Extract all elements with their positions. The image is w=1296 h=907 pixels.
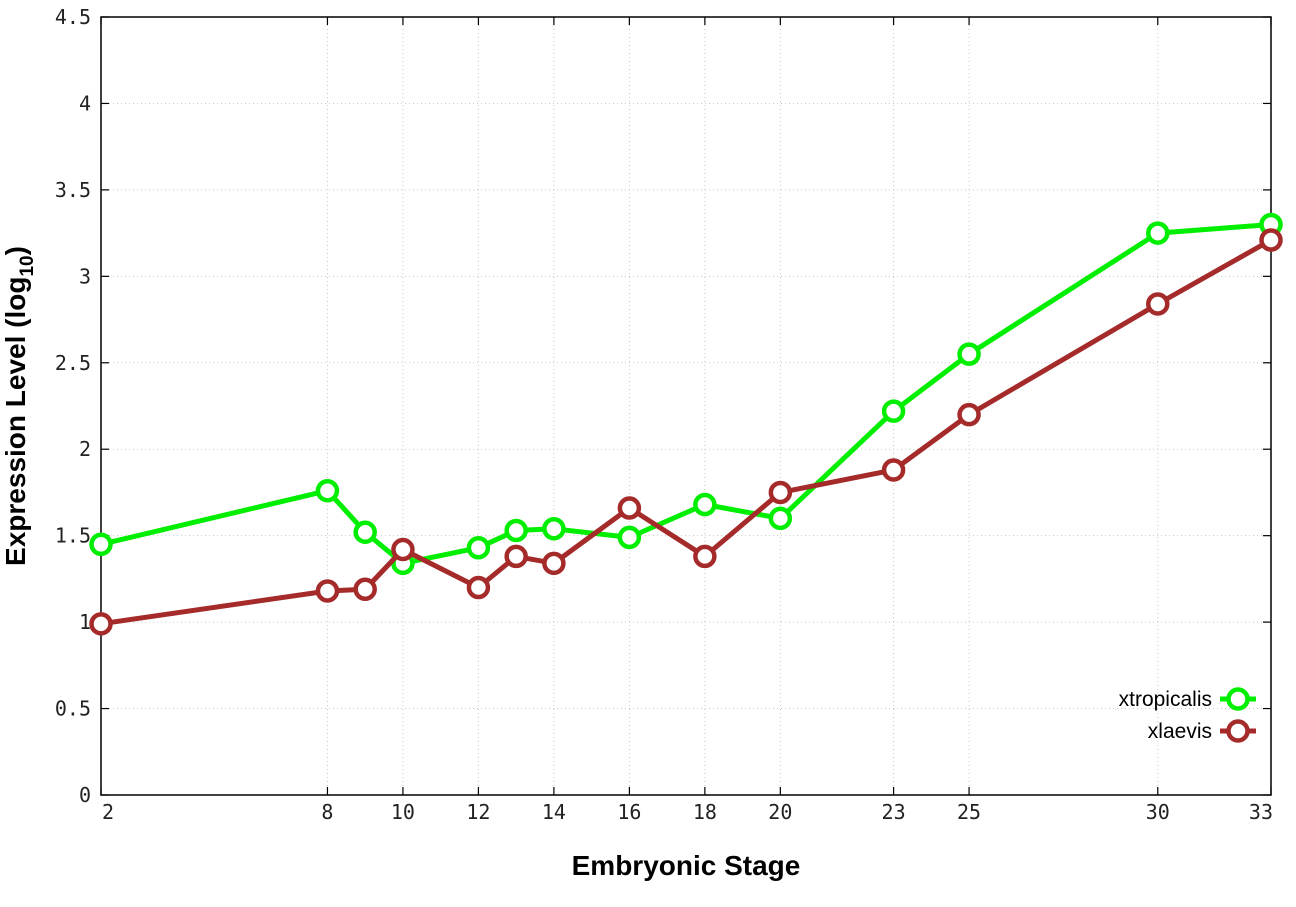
- series-line: [100, 222, 1272, 566]
- series-xlaevis: [89, 228, 1283, 636]
- y-tick-label: 1: [79, 610, 91, 634]
- x-tick-label: 8: [321, 800, 333, 824]
- x-tick-label: 25: [957, 800, 981, 824]
- data-point: [881, 399, 906, 423]
- data-point: [504, 518, 528, 543]
- x-axis-title: Embryonic Stage: [572, 850, 801, 881]
- legend-marker: [1226, 719, 1250, 743]
- legend-marker: [1226, 687, 1250, 711]
- x-tick-label: 12: [466, 800, 490, 824]
- data-point: [1146, 221, 1170, 245]
- data-point: [504, 544, 528, 569]
- legend-item-xtropicalis: xtropicalis: [1119, 687, 1256, 711]
- data-point: [1259, 228, 1283, 252]
- x-tick-label: 33: [1249, 800, 1273, 824]
- data-point: [542, 517, 566, 541]
- data-point: [693, 544, 717, 569]
- data-point: [542, 551, 566, 576]
- data-point: [768, 506, 793, 531]
- data-point: [89, 532, 113, 557]
- legend-label: xlaevis: [1148, 720, 1212, 743]
- series: [89, 212, 1283, 636]
- x-axis-ticks: 2 8 10 12 14 16 18 20 23 25 30 33: [100, 17, 1273, 824]
- y-axis-title-main: Expression Level (log: [0, 277, 31, 566]
- x-tick-label: 14: [542, 800, 566, 824]
- data-point: [89, 612, 113, 636]
- data-point: [353, 520, 377, 544]
- x-tick-label: 16: [617, 800, 641, 824]
- y-tick-label: 4: [79, 91, 91, 115]
- data-point: [957, 342, 981, 366]
- data-point: [768, 480, 793, 505]
- data-point: [693, 492, 717, 517]
- y-axis-title: Expression Level (log10): [0, 246, 38, 566]
- y-tick-label: 0: [79, 783, 91, 807]
- y-tick-label: 3.5: [55, 178, 91, 202]
- axes: [100, 16, 1272, 796]
- x-tick-label: 20: [768, 800, 792, 824]
- y-tick-label: 0.5: [55, 697, 91, 721]
- y-axis-title-subscript: 10: [17, 255, 38, 276]
- data-point: [315, 478, 340, 503]
- plot-frame: [100, 16, 1272, 796]
- legend-item-xlaevis: xlaevis: [1148, 719, 1256, 743]
- data-point: [466, 575, 491, 600]
- y-tick-label: 2.5: [55, 351, 91, 375]
- data-point: [353, 577, 377, 602]
- x-tick-label: 10: [391, 800, 415, 824]
- y-tick-label: 3: [79, 264, 91, 288]
- data-point: [1146, 292, 1170, 316]
- grid: [101, 17, 1271, 795]
- data-point: [881, 458, 906, 482]
- series-xtropicalis: [89, 212, 1283, 576]
- series-line: [100, 237, 1273, 627]
- x-tick-label: 18: [693, 800, 717, 824]
- y-tick-label: 4.5: [55, 5, 91, 29]
- y-axis-title-close: ): [0, 246, 31, 255]
- legend: xtropicalis xlaevis: [1119, 687, 1256, 743]
- x-tick-label: 23: [882, 800, 906, 824]
- x-tick-label: 2: [102, 800, 114, 824]
- data-point: [617, 496, 642, 520]
- data-point: [957, 402, 981, 427]
- data-point: [466, 536, 491, 560]
- y-tick-label: 2: [79, 437, 91, 461]
- y-tick-label: 1.5: [55, 524, 91, 548]
- data-point: [617, 525, 642, 550]
- legend-label: xtropicalis: [1119, 688, 1212, 711]
- data-point: [391, 537, 415, 562]
- y-axis-ticks: 0 0.5 1 1.5 2 2.5 3 3.5 4 4.5: [55, 5, 1271, 807]
- x-tick-label: 30: [1146, 800, 1170, 824]
- data-point: [315, 579, 340, 603]
